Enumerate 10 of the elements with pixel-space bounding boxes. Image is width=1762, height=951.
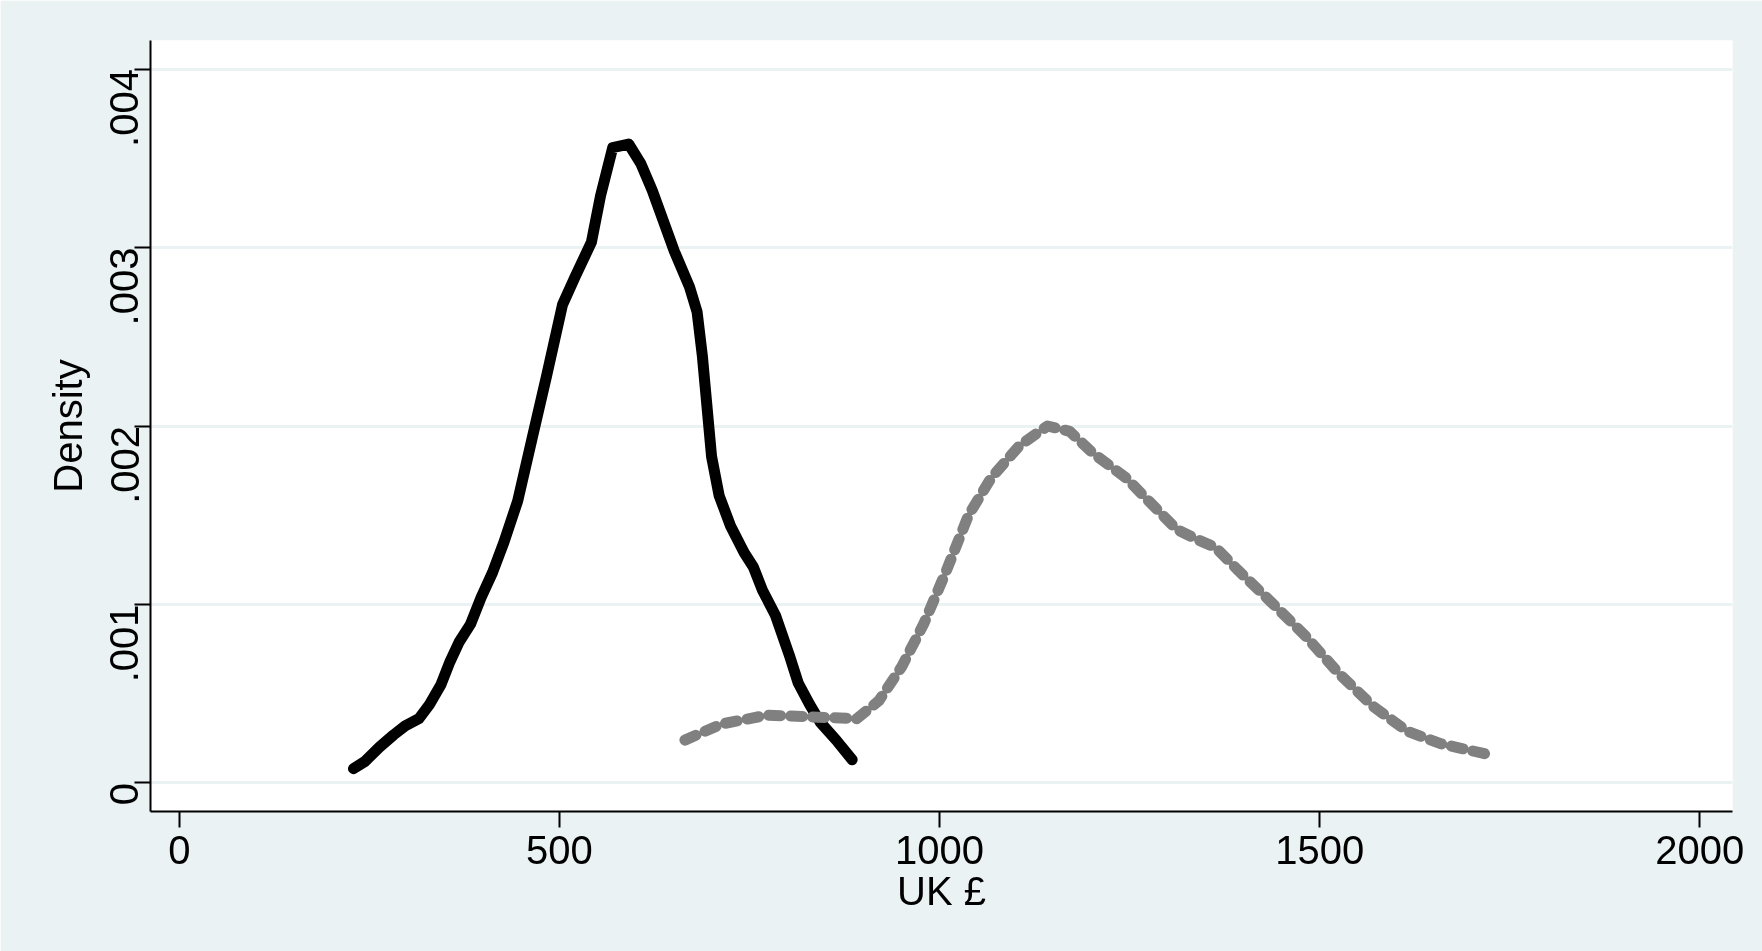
y-tick-label: .003 bbox=[102, 247, 147, 326]
y-axis-title: Density bbox=[45, 359, 90, 493]
y-tick-label: .002 bbox=[102, 425, 147, 504]
y-tick-label: 0 bbox=[102, 782, 147, 806]
x-tick-label: 1500 bbox=[1275, 827, 1365, 872]
x-tick-label: 2000 bbox=[1655, 827, 1745, 872]
y-tick-label: .004 bbox=[102, 69, 147, 147]
x-tick-label: 0 bbox=[168, 827, 191, 872]
y-tick-label: .001 bbox=[102, 604, 147, 683]
x-tick-label: 500 bbox=[526, 827, 593, 872]
